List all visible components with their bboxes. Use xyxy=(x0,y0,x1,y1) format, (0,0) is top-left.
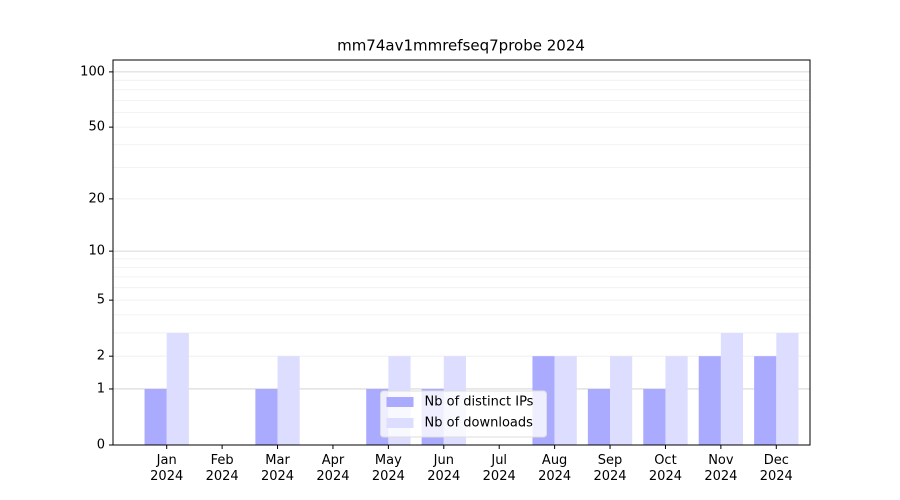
x-tick-label: May 2024 xyxy=(371,453,405,484)
x-tick-label: Jun 2024 xyxy=(427,453,461,484)
bar xyxy=(643,388,666,445)
y-tick-label: 10 xyxy=(88,244,105,259)
bar xyxy=(720,332,744,445)
bar xyxy=(255,388,278,445)
x-tick-label: Jan 2024 xyxy=(150,453,184,484)
bar xyxy=(776,332,799,445)
y-tick-label: 5 xyxy=(97,293,105,308)
bar xyxy=(277,356,300,445)
legend-swatch xyxy=(386,418,414,428)
y-tick-label: 50 xyxy=(88,120,105,135)
bar xyxy=(610,356,633,445)
legend-label: Nb of distinct IPs xyxy=(425,395,534,410)
plot-frame xyxy=(112,59,811,446)
x-tick-label: Nov 2024 xyxy=(704,453,738,484)
x-tick-label: Feb 2024 xyxy=(205,453,239,484)
bar xyxy=(554,356,577,445)
bar xyxy=(698,356,721,445)
y-tick-label: 2 xyxy=(97,349,105,364)
x-tick-label: Mar 2024 xyxy=(260,453,295,484)
x-tick-label: Oct 2024 xyxy=(648,453,682,484)
legend-swatch xyxy=(386,397,414,407)
bar xyxy=(587,388,611,445)
bar xyxy=(144,388,167,445)
x-tick-label: Dec 2024 xyxy=(759,453,793,484)
bar xyxy=(665,356,688,445)
x-tick-label: Sep 2024 xyxy=(593,453,627,484)
legend-frame xyxy=(380,390,547,438)
chart-title: mm74av1mmrefseq7probe 2024 xyxy=(337,37,585,55)
y-tick-label: 1 xyxy=(97,381,105,396)
legend-label: Nb of downloads xyxy=(425,416,534,431)
legend: Nb of distinct IPs Nb of downloads xyxy=(380,390,547,438)
x-tick-label: Jul 2024 xyxy=(482,453,516,484)
x-tick-label: Apr 2024 xyxy=(316,453,350,484)
x-tick-label: Aug 2024 xyxy=(538,453,572,484)
y-tick-label: 100 xyxy=(80,64,105,79)
y-tick-label: 20 xyxy=(88,191,105,206)
y-tick-label: 0 xyxy=(97,438,105,453)
bar xyxy=(754,356,777,445)
bar xyxy=(166,332,189,445)
